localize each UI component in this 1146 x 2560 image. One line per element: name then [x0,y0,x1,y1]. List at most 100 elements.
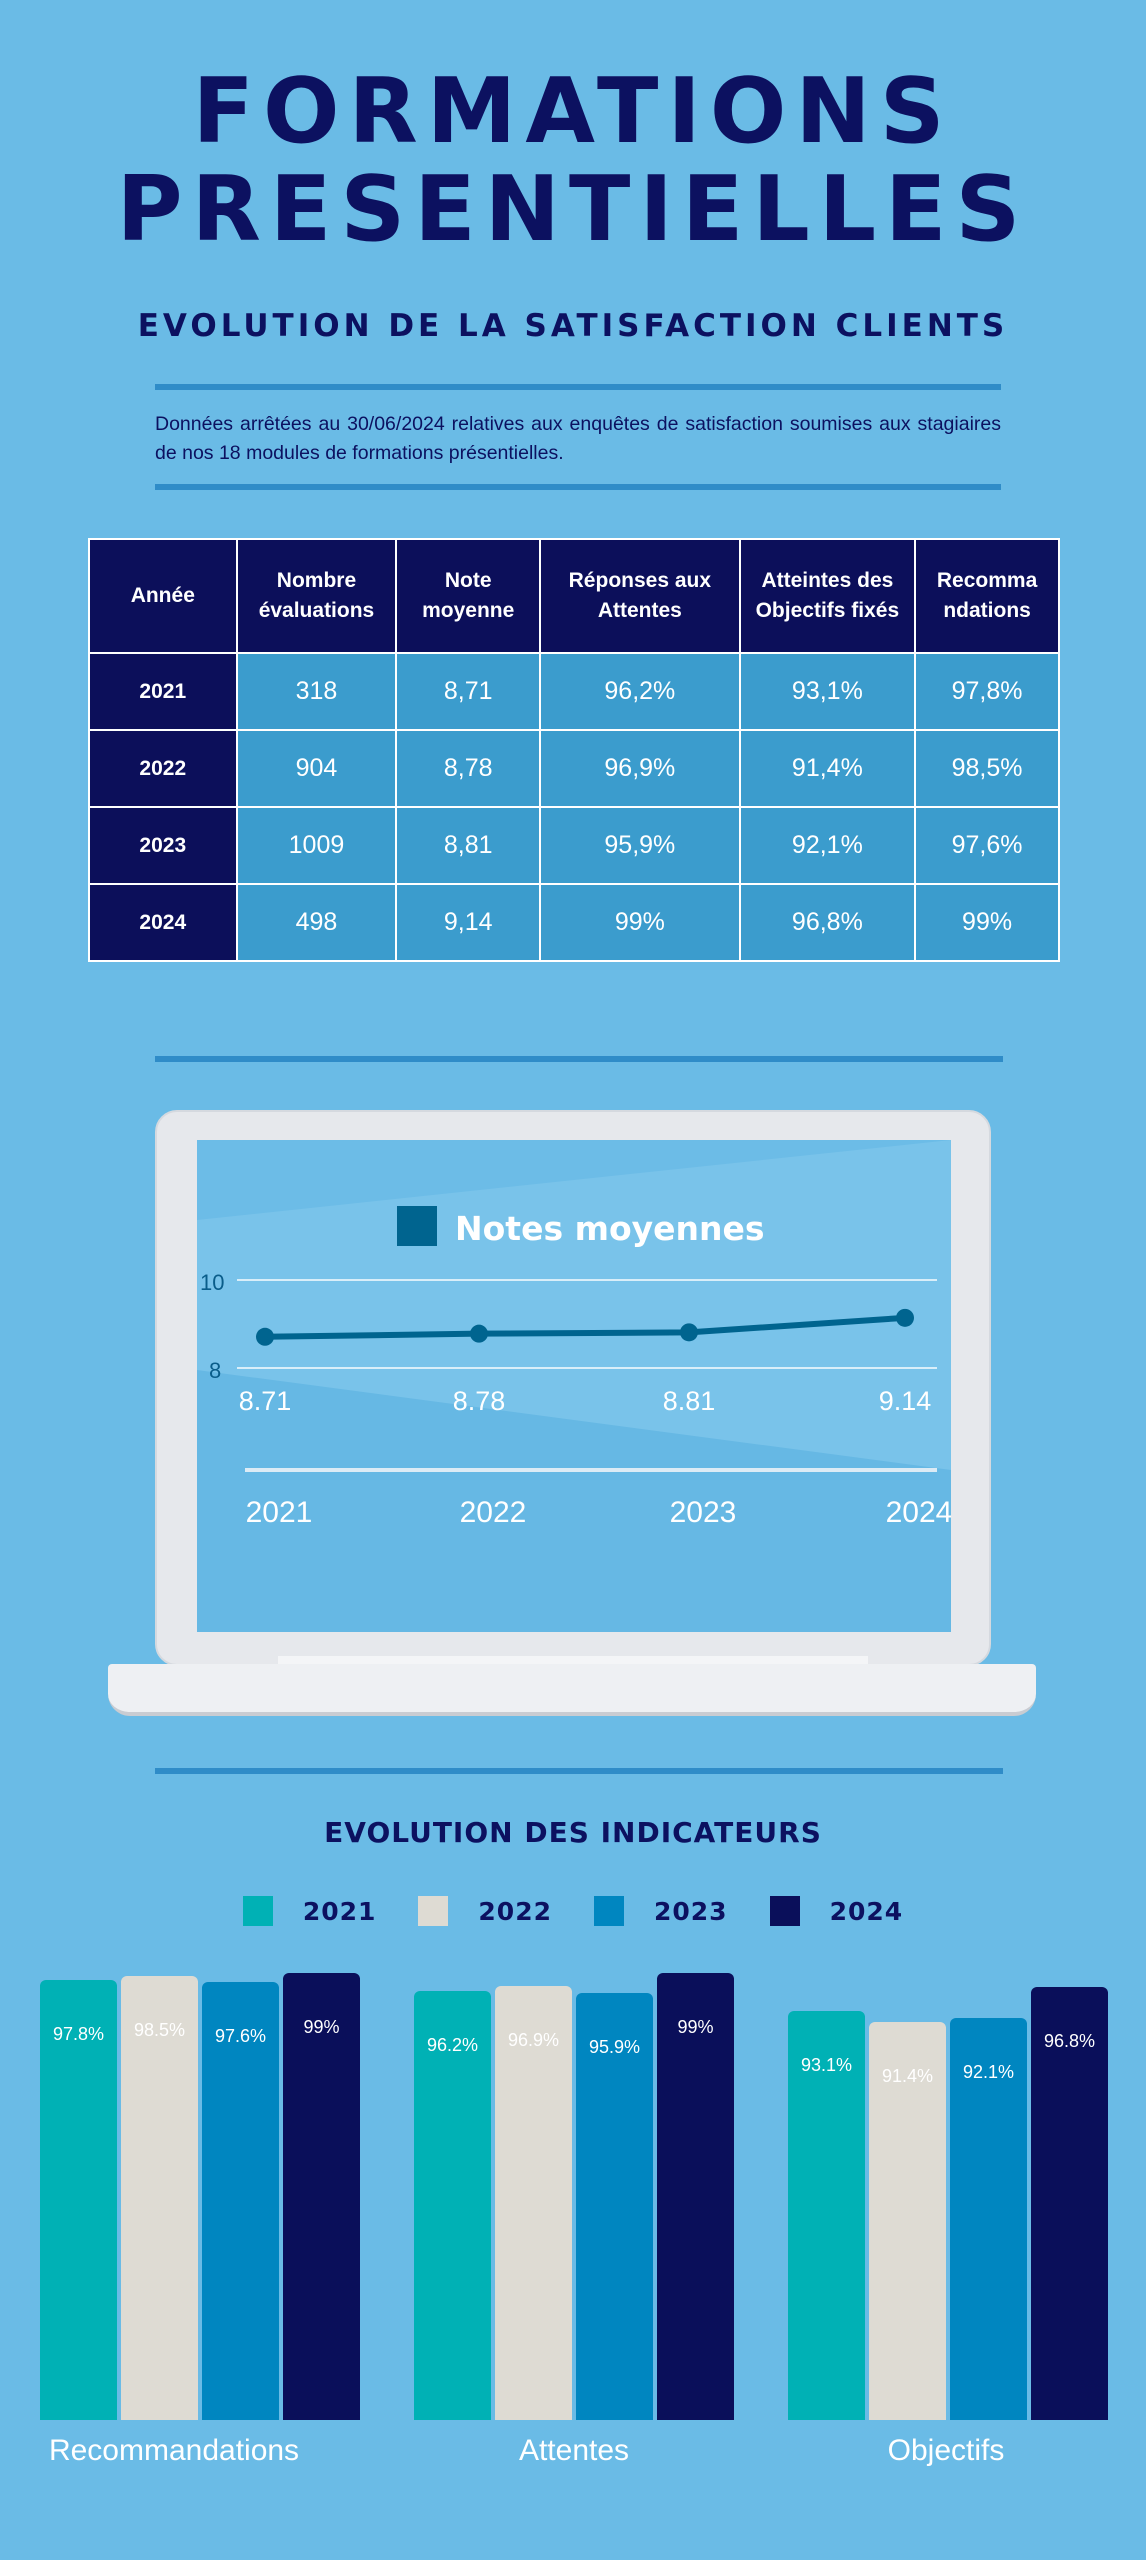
x-tick-label: 2024 [886,1496,951,1529]
divider [155,1056,1003,1062]
bar: 93.1% [788,2010,865,2420]
bar-value-label: 96.2% [426,2034,479,2055]
table-cell: 96,9% [539,729,741,808]
table-cell: 91,4% [738,729,917,808]
table-cell: 96,8% [738,883,917,962]
bar-value-label: 91.4% [881,2066,934,2087]
legend-entry: 2021 [242,1896,377,1926]
bar-value-label: 97.6% [214,2025,267,2046]
bar-value-label: 95.9% [588,2037,641,2058]
x-tick-label: 2021 [246,1496,313,1529]
bar: 99% [657,1973,734,2420]
bar: 95.9% [576,1993,653,2420]
bar-group-label: Recommandations [48,2434,300,2467]
legend-swatch [594,1896,624,1926]
bar: 96.2% [414,1990,491,2420]
bar-chart: 97.8% 98.5% 97.6% 99% 96.2% 96.9% 95.9% 99% 93.1… [0,1960,1146,2420]
bar: 97.6% [202,1981,279,2420]
series-line [264,1314,906,1340]
table-row: 2021 318 8,71 96,2% 93,1% 97,8% [88,652,1060,731]
bar-value-label: 99% [303,2017,340,2037]
table-header-cell: Recomma ndations [914,538,1060,654]
bar: 98.5% [121,1976,198,2420]
intro-text: Données arrêtées au 30/06/2024 relatives… [155,413,1001,464]
laptop-screen: Notes moyennes 10 8 8.71 2021 8.78 2022 8.81… [197,1140,951,1632]
table-header-cell: Nombre évaluations [235,538,398,654]
table-header-cell: Atteintes des Objectifs fixés [738,538,917,654]
page-title-line-2: PRESENTIELLES [116,157,1030,262]
table-cell: 1009 [235,806,398,885]
chart-title: Notes moyennes [455,1209,765,1248]
table-cell: 318 [235,652,398,731]
table-cell: 8,78 [395,729,542,808]
legend-label: 2024 [829,1896,904,1926]
bar-group-label: Attentes [518,2434,630,2467]
bar-value-label: 98.5% [133,2020,186,2040]
bar: 97.8% [40,1980,117,2420]
table-cell: 8,71 [395,652,542,731]
data-label: 8.71 [239,1386,292,1416]
data-point [680,1323,698,1342]
bar: 92.1% [950,2017,1027,2420]
table-cell: 99% [914,883,1060,962]
line-chart: Notes moyennes 10 8 8.71 2021 8.78 2022 8.81… [197,1140,951,1632]
table-header-cell: Réponses aux Attentes [539,538,741,654]
table-cell-year: 2022 [88,729,238,808]
bar-value-label: 99% [677,2017,714,2037]
bar-value-label: 92.1% [962,2061,1015,2082]
legend-label: 2022 [478,1896,552,1926]
bar-value-label: 97.8% [52,2024,105,2045]
table-cell: 9,14 [395,883,542,962]
bar: 99% [283,1973,360,2420]
table-cell: 498 [235,883,398,962]
bar-group-label: Objectifs [887,2434,1005,2467]
table-cell: 8,81 [395,806,542,885]
divider [155,1768,1003,1774]
legend-swatch [769,1896,800,1926]
table-cell: 92,1% [738,806,917,885]
table-cell: 99% [539,883,741,962]
y-tick-label: 10 [200,1270,224,1295]
divider [155,384,1001,390]
bar-value-label: 96.8% [1043,2031,1096,2052]
table-cell-year: 2023 [88,806,238,885]
bar-value-label: 93.1% [800,2054,853,2075]
table-header-cell: Année [88,538,238,654]
x-tick-label: 2023 [670,1496,737,1529]
data-label: 8.78 [453,1386,506,1416]
x-tick-label: 2022 [460,1496,527,1529]
legend-swatch [242,1896,273,1926]
table-cell-year: 2021 [88,652,238,731]
page-title-line-1: FORMATIONS [192,59,954,164]
table-cell: 97,8% [914,652,1060,731]
table-cell: 96,2% [539,652,741,731]
laptop-keyboard-base [108,1664,1036,1716]
table-header-row: Année Nombre évaluations Note moyenne Ré… [88,538,1060,654]
data-point [470,1324,488,1343]
table-header-cell: Note moyenne [395,538,542,654]
table-row: 2022 904 8,78 96,9% 91,4% 98,5% [88,729,1060,808]
legend-entry: 2022 [418,1896,552,1926]
legend-label: 2021 [302,1896,377,1926]
table-cell: 904 [235,729,398,808]
table-cell: 97,6% [914,806,1060,885]
legend-entry: 2023 [594,1896,728,1926]
satisfaction-table: Année Nombre évaluations Note moyenne Ré… [88,538,1060,962]
data-label: 8.81 [663,1386,716,1416]
table-cell: 95,9% [539,806,741,885]
screen-shade [197,1370,951,1632]
page-subtitle: EVOLUTION DE LA SATISFACTION CLIENTS [137,308,1009,344]
bar: 96.8% [1031,1987,1108,2420]
data-point [896,1308,914,1327]
divider [155,484,1001,490]
legend-label: 2023 [654,1896,728,1926]
y-tick-label: 8 [209,1358,221,1383]
data-point [256,1327,274,1346]
table-row: 2023 1009 8,81 95,9% 92,1% 97,6% [88,806,1060,885]
table-cell: 98,5% [914,729,1060,808]
bar-value-label: 96.9% [507,2030,560,2051]
bar-chart-legend: 2021 2022 2023 2024 [0,1896,1146,1926]
legend-entry: 2024 [769,1896,904,1926]
bar-chart-title: EVOLUTION DES INDICATEURS [324,1816,822,1849]
table-cell: 93,1% [738,652,917,731]
